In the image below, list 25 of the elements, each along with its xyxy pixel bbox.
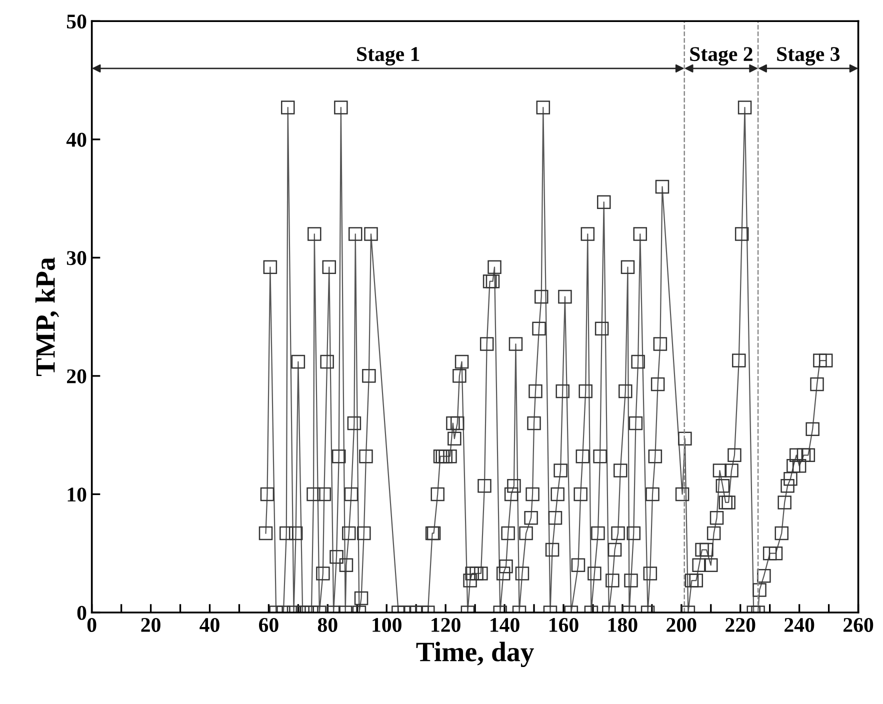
x-tick-label: 180 — [608, 618, 638, 632]
y-tick-label: 10 — [68, 488, 86, 502]
y-tick-label: 0 — [77, 606, 86, 620]
x-tick-label: 60 — [259, 618, 278, 632]
x-tick-label: 40 — [200, 618, 220, 632]
y-axis-title: TMP, kPa — [35, 258, 59, 376]
x-tick-label: 240 — [784, 618, 814, 632]
x-tick-label: 0 — [87, 618, 96, 632]
x-tick-label: 80 — [318, 618, 338, 632]
y-tick-label: 40 — [66, 132, 86, 147]
x-tick-label: 160 — [550, 618, 578, 632]
x-tick-label: 260 — [844, 618, 874, 632]
y-tick-label: 50 — [66, 14, 86, 29]
y-tick-label: 30 — [66, 251, 86, 266]
x-tick-label: 120 — [432, 618, 460, 632]
y-tick-label: 20 — [67, 369, 86, 384]
x-tick-label: 100 — [372, 618, 402, 632]
annotation: Stage 3 — [777, 47, 840, 66]
annotation: Stage 1 — [357, 47, 420, 66]
x-tick-label: 140 — [490, 618, 520, 632]
x-axis-title: Time, day — [416, 642, 534, 668]
x-tick-label: 20 — [141, 618, 160, 632]
annotation: Stage 2 — [690, 47, 752, 66]
x-tick-label: 220 — [726, 618, 756, 632]
x-tick-label: 200 — [666, 618, 696, 632]
